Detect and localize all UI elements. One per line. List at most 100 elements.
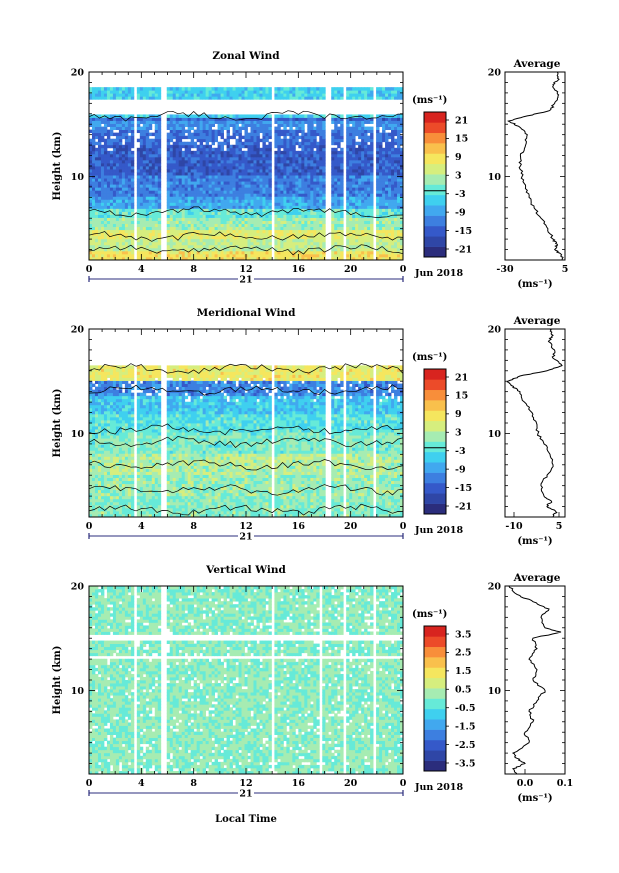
colorbar: (ms⁻¹) 3.5 2.5 1.5 0.5 -0.5 -1.5 -2.5 -3.5 <box>412 609 475 772</box>
x-tick-label: 16 <box>292 778 306 789</box>
colorbar-swatch <box>424 503 446 515</box>
colorbar-tick-label: -9 <box>455 464 466 475</box>
colorbar-tick-label: -3 <box>455 189 466 200</box>
x-axis: 0 4 8 12 16 20 0 <box>86 72 407 275</box>
x-tick-label: 16 <box>292 521 306 532</box>
contour-line <box>88 244 404 256</box>
colorbar-tick-label: 3.5 <box>455 629 472 640</box>
x-axis: 0 4 8 12 16 20 0 <box>86 586 407 789</box>
panel-3: Vertical Wind 0 4 8 12 16 20 0 21 Jun 2018 10 20 Hei… <box>52 564 573 804</box>
colorbar-tick-label: -9 <box>455 207 466 218</box>
colorbar-tick-label: 3 <box>455 171 462 182</box>
x-tick-label: 0 <box>86 778 93 789</box>
colorbar-swatch <box>424 236 446 247</box>
profile-y-tick-label: 20 <box>488 325 502 336</box>
colorbar-swatch <box>424 112 446 123</box>
profile-unit-label: (ms⁻¹) <box>517 279 552 290</box>
colorbar-swatch <box>424 719 446 730</box>
colorbar-tick-label: 21 <box>455 372 468 383</box>
colorbar-unit-label: (ms⁻¹) <box>412 95 447 106</box>
average-profile: Average 10 20 -10 5 (ms⁻¹) <box>488 315 566 547</box>
colorbar-tick-label: -3 <box>455 446 466 457</box>
colorbar-unit-label: (ms⁻¹) <box>412 352 447 363</box>
profile-y-tick-label: 20 <box>488 68 502 79</box>
contour-lines <box>88 363 404 516</box>
x-tick-label: 12 <box>239 521 252 532</box>
colorbar-swatch <box>424 667 446 679</box>
heatmap <box>89 87 404 261</box>
profile-y-tick-label: 10 <box>488 172 502 183</box>
day-label: 21 <box>239 532 252 543</box>
colorbar-tick-label: -2.5 <box>455 740 475 751</box>
profile-x-tick-label: 0.1 <box>557 778 574 789</box>
y-tick-label: 10 <box>71 172 85 183</box>
colorbar-swatch <box>424 246 446 258</box>
colorbar-tick-label: -1.5 <box>455 721 475 732</box>
y-axis: 10 20 <box>71 325 403 518</box>
colorbar-swatch <box>424 698 446 710</box>
colorbar-swatch <box>424 153 446 165</box>
x-axis: 0 4 8 12 16 20 0 <box>86 329 407 532</box>
colorbar-swatch <box>424 163 446 175</box>
x-tick-label: 0 <box>86 264 93 275</box>
colorbar-swatch <box>424 205 446 216</box>
x-tick-label: 12 <box>239 264 252 275</box>
colorbar: (ms⁻¹) 21 15 9 3 -3 -9 -15 -21 <box>412 352 472 515</box>
contour-line <box>88 363 404 374</box>
profile-line <box>507 71 564 261</box>
colorbar-tick-label: -3.5 <box>455 758 475 769</box>
colorbar-swatch <box>424 688 446 699</box>
colorbar-swatch <box>424 225 446 237</box>
y-tick-label: 20 <box>71 68 85 79</box>
y-tick-label: 10 <box>71 429 85 440</box>
colorbar-swatch <box>424 379 446 391</box>
colorbar-swatch <box>424 472 446 484</box>
colorbar-tick-label: 9 <box>455 152 462 163</box>
profile-title: Average <box>513 58 561 70</box>
colorbar-swatch <box>424 729 446 741</box>
y-axis: 10 20 <box>71 68 403 261</box>
x-tick-label: 20 <box>344 264 358 275</box>
colorbar-swatch <box>424 410 446 422</box>
profile-line <box>508 585 562 775</box>
colorbar-swatch <box>424 431 446 442</box>
colorbar-tick-label: 2.5 <box>455 648 472 659</box>
contour-line <box>88 423 404 436</box>
profile-x-tick-label: -10 <box>505 521 523 532</box>
profile-unit-label: (ms⁻¹) <box>517 536 552 547</box>
colorbar-swatch <box>424 482 446 494</box>
profile-title: Average <box>513 315 561 327</box>
average-profile: Average 10 20 -30 5 (ms⁻¹) <box>488 58 569 290</box>
colorbar-swatch <box>424 194 446 206</box>
x-tick-label: 4 <box>138 264 145 275</box>
panel-1: Zonal Wind 0 4 8 12 16 20 0 21 Jun 2018 10 20 Height… <box>52 50 568 290</box>
x-tick-label: 12 <box>239 778 252 789</box>
profile-y-tick-label: 10 <box>488 429 502 440</box>
colorbar-tick-label: 15 <box>455 134 468 145</box>
colorbar-swatch <box>424 122 446 134</box>
colorbar-swatch <box>424 441 446 453</box>
colorbar-swatch <box>424 646 446 658</box>
contour-line <box>88 459 404 471</box>
x-tick-label: 20 <box>344 521 358 532</box>
x-tick-label: 0 <box>400 778 407 789</box>
day-label: 21 <box>239 789 252 800</box>
x-tick-label: 0 <box>400 264 407 275</box>
contour-line <box>88 436 404 448</box>
colorbar-tick-label: -0.5 <box>455 703 475 714</box>
x-tick-label: 4 <box>138 778 145 789</box>
colorbar-tick-label: -15 <box>455 483 472 494</box>
y-axis-label: Height (km) <box>52 646 63 715</box>
colorbar-swatch <box>424 493 446 504</box>
colorbar: (ms⁻¹) 21 15 9 3 -3 -9 -15 -21 <box>412 95 472 258</box>
date-label: Jun 2018 <box>414 782 463 793</box>
day-label: 21 <box>239 275 252 286</box>
colorbar-swatch <box>424 760 446 772</box>
colorbar-swatch <box>424 369 446 380</box>
panel-2: Meridional Wind 0 4 8 12 16 20 0 21 Jun 2018 10 20 H… <box>52 307 566 547</box>
y-tick-label: 10 <box>71 686 85 697</box>
colorbar-tick-label: 3 <box>455 428 462 439</box>
contour-line <box>88 503 404 516</box>
